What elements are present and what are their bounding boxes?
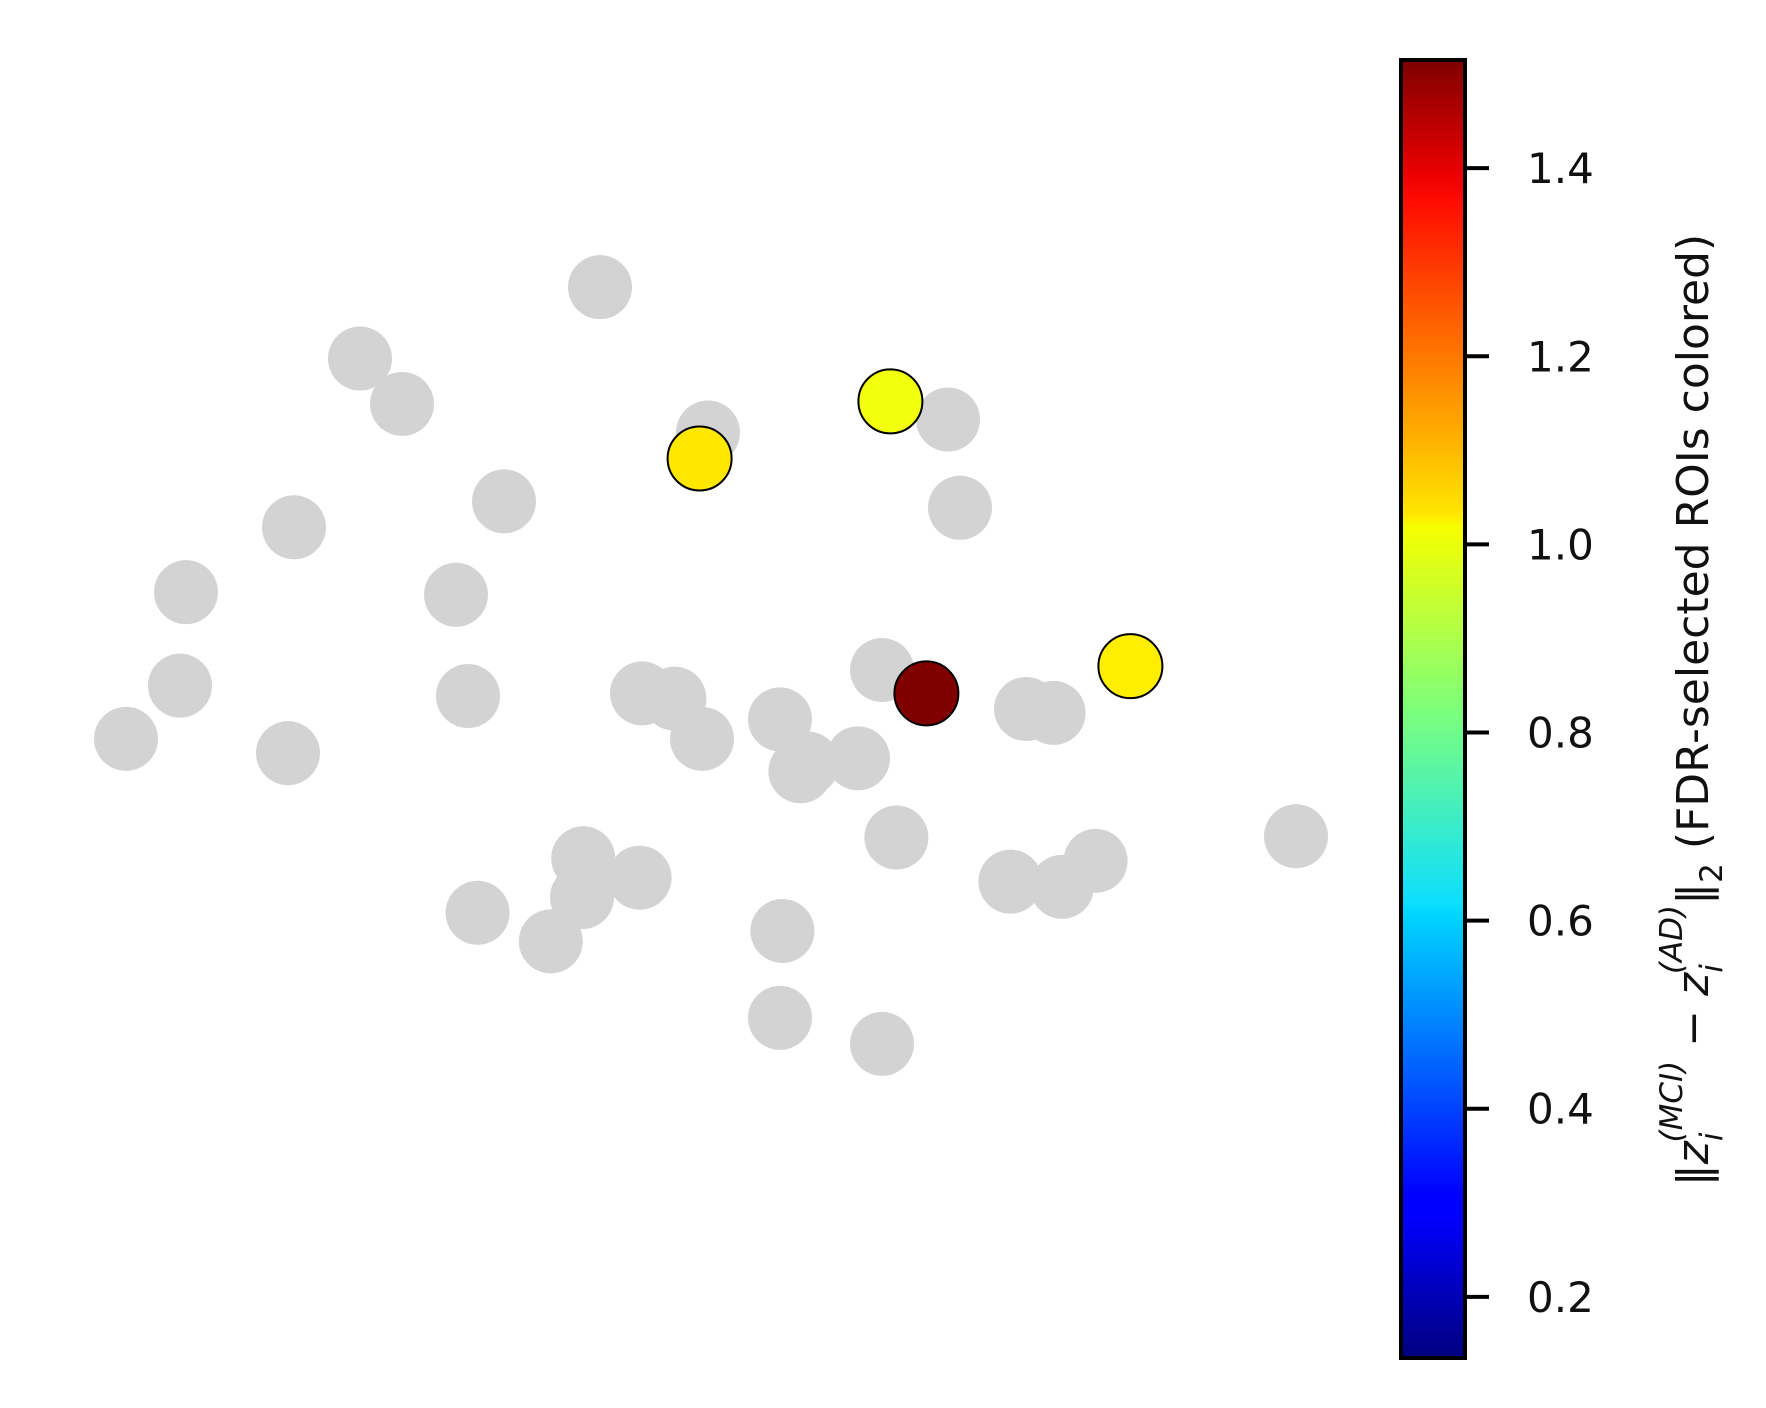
scatter-point [148,653,212,718]
colorbar: 0.20.40.60.81.01.21.4 ‖zi(MCI) − zi(AD)‖… [1399,58,1730,1360]
colorbar-label-z2: z [1668,972,1719,997]
colorbar-label-sub2: i [1694,964,1730,973]
colorbar-label-norm-open: ‖ [1668,1164,1719,1186]
colorbar-label-minus: − [1668,996,1719,1061]
colorbar-label-suffix: (FDR-selected ROIs colored) [1668,234,1719,863]
colorbar-label-norm-close: ‖ [1668,883,1719,905]
highlighted-point [857,368,924,435]
colorbar-tick-label: 1.0 [1527,520,1594,569]
scatter-point [1264,804,1328,869]
scatter-point [568,255,632,320]
scatter-point [256,721,320,786]
scatter-point [445,880,510,945]
highlighted-point [666,425,733,492]
scatter-point [864,805,929,870]
scatter-point [436,664,500,729]
scatter-point [916,387,980,452]
colorbar-tick-label: 0.2 [1527,1273,1594,1322]
scatter-point [424,562,488,627]
highlighted-point [893,660,960,727]
scatter-point [1021,680,1086,745]
scatter-point [154,560,218,625]
scatter-point [370,371,434,436]
colorbar-label-sup2: (AD) [1654,905,1690,974]
scatter-point [94,706,158,771]
scatter-point [1063,828,1128,893]
scatter-point [518,909,583,974]
scatter-point [262,495,326,560]
scatter-point [768,739,833,804]
colorbar-label-sup1: (MCI) [1654,1061,1690,1143]
scatter-point [750,898,815,963]
colorbar-tick-label: 0.4 [1527,1085,1594,1134]
scatter-point [978,849,1043,914]
scatter-point [328,326,392,391]
colorbar-tick-label: 1.4 [1527,144,1594,193]
scatter-point [472,469,536,534]
colorbar-label-sub1: i [1694,1132,1730,1141]
scatter-point [670,706,734,771]
scatter-point [748,985,812,1050]
colorbar-tick-label: 1.2 [1527,332,1594,381]
colorbar-label-z1: z [1668,1140,1719,1165]
highlighted-point [1097,633,1164,700]
scatter-point [850,1011,914,1076]
colorbar-ticks: 0.2 0.4 0.6 0.8 1.0 1.2 1.4 [1465,144,1594,1322]
colorbar-label: ‖zi(MCI) − zi(AD)‖2 (FDR-selected ROIs c… [1654,234,1730,1186]
colorbar-tick-label: 0.6 [1527,897,1594,946]
colorbar-label-norm-sub: 2 [1694,863,1730,883]
colorbar-tick-label: 0.8 [1527,709,1594,758]
scatter-point [928,475,992,540]
colorbar-gradient [1399,58,1467,1360]
scatter-point [607,845,672,910]
highlighted-points [666,368,1164,727]
scatter-point [826,726,890,791]
